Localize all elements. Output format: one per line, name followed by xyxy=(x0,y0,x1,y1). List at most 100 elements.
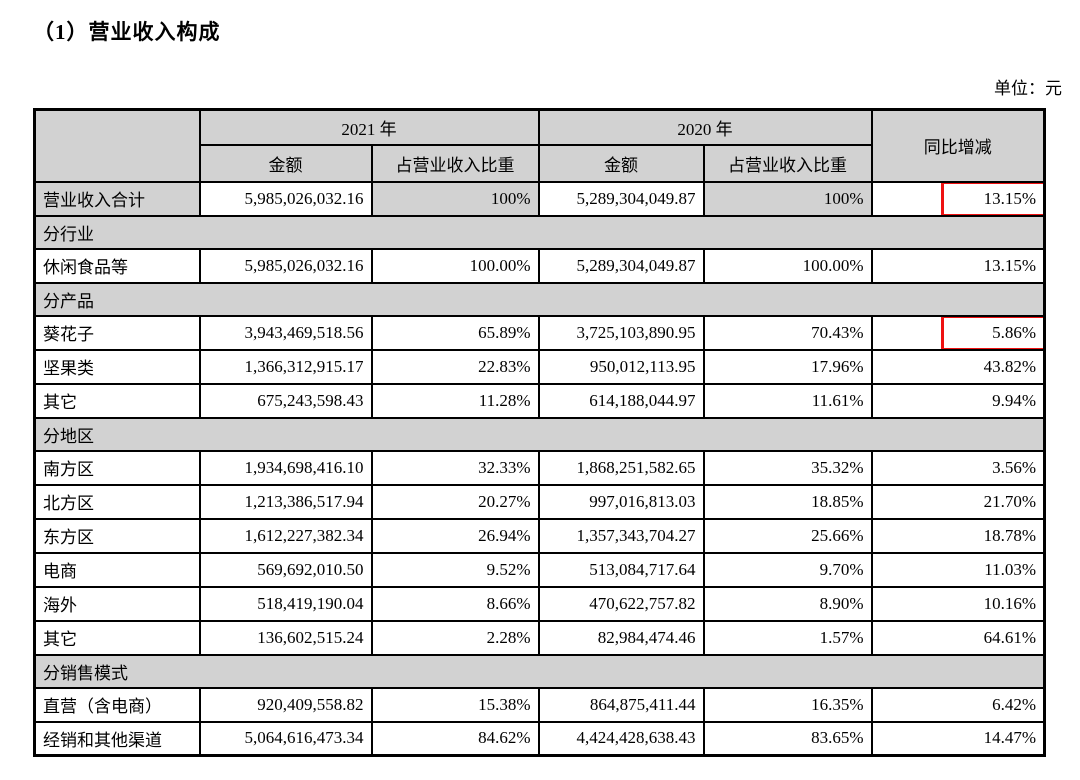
yoy-cell: 3.56% xyxy=(870,449,1046,486)
ratio-2021-cell: 15.38% xyxy=(370,686,540,723)
red-highlight-box xyxy=(941,317,1043,348)
row-label-cell: 葵花子 xyxy=(33,314,201,351)
row-label-cell: 东方区 xyxy=(33,517,201,554)
table-row: 北方区 1,213,386,517.94 20.27% 997,016,813.03 1… xyxy=(33,483,1046,520)
amount-2021-cell: 5,064,616,473.34 xyxy=(198,720,373,757)
row-label-cell: 电商 xyxy=(33,551,201,588)
amount-2021-cell: 569,692,010.50 xyxy=(198,551,373,588)
ratio-2021-cell: 84.62% xyxy=(370,720,540,757)
red-highlight-box xyxy=(941,183,1043,214)
col-header-amount-2021: 金额 xyxy=(198,143,373,183)
amount-2020-cell: 950,012,113.95 xyxy=(537,348,705,385)
yoy-cell: 13.15% xyxy=(870,180,1046,217)
amount-2021-cell: 675,243,598.43 xyxy=(198,382,373,419)
amount-2020-cell: 5,289,304,049.87 xyxy=(537,180,705,217)
section-label: 分产品 xyxy=(33,281,1046,317)
section-row: 分地区 xyxy=(33,416,1046,452)
ratio-2021-cell: 9.52% xyxy=(370,551,540,588)
table-row: 南方区 1,934,698,416.10 32.33% 1,868,251,582.6… xyxy=(33,449,1046,486)
table-row: 坚果类 1,366,312,915.17 22.83% 950,012,113.95 1… xyxy=(33,348,1046,385)
ratio-2020-cell: 100% xyxy=(702,180,873,217)
amount-2021-cell: 518,419,190.04 xyxy=(198,585,373,622)
ratio-2021-cell: 32.33% xyxy=(370,449,540,486)
row-label-cell: 直营（含电商） xyxy=(33,686,201,723)
page-title: （1）营业收入构成 xyxy=(33,20,221,44)
yoy-cell: 14.47% xyxy=(870,720,1046,757)
table-row: 其它 136,602,515.24 2.28% 82,984,474.46 1.57% 6… xyxy=(33,619,1046,656)
amount-2020-cell: 4,424,428,638.43 xyxy=(537,720,705,757)
yoy-cell: 18.78% xyxy=(870,517,1046,554)
amount-2020-cell: 864,875,411.44 xyxy=(537,686,705,723)
amount-2021-cell: 920,409,558.82 xyxy=(198,686,373,723)
table-row: 其它 675,243,598.43 11.28% 614,188,044.97 11.6… xyxy=(33,382,1046,419)
row-label-cell: 其它 xyxy=(33,619,201,656)
yoy-cell: 21.70% xyxy=(870,483,1046,520)
amount-2020-cell: 1,357,343,704.27 xyxy=(537,517,705,554)
ratio-2020-cell: 35.32% xyxy=(702,449,873,486)
ratio-2021-cell: 2.28% xyxy=(370,619,540,656)
section-row: 分行业 xyxy=(33,214,1046,250)
col-header-amount-2020: 金额 xyxy=(537,143,705,183)
row-label-cell: 休闲食品等 xyxy=(33,247,201,284)
yoy-cell: 5.86% xyxy=(870,314,1046,351)
ratio-2020-cell: 9.70% xyxy=(702,551,873,588)
amount-2021-cell: 136,602,515.24 xyxy=(198,619,373,656)
row-label-cell: 南方区 xyxy=(33,449,201,486)
ratio-2020-cell: 25.66% xyxy=(702,517,873,554)
amount-2021-cell: 5,985,026,032.16 xyxy=(198,180,373,217)
amount-2021-cell: 5,985,026,032.16 xyxy=(198,247,373,284)
table-row: 直营（含电商） 920,409,558.82 15.38% 864,875,411.4… xyxy=(33,686,1046,723)
yoy-cell: 9.94% xyxy=(870,382,1046,419)
section-row: 分产品 xyxy=(33,281,1046,317)
ratio-2021-cell: 11.28% xyxy=(370,382,540,419)
col-header-2021: 2021 年 xyxy=(198,108,540,146)
row-label-cell: 北方区 xyxy=(33,483,201,520)
ratio-2020-cell: 11.61% xyxy=(702,382,873,419)
unit-label: 单位：元 xyxy=(994,79,1062,98)
amount-2020-cell: 5,289,304,049.87 xyxy=(537,247,705,284)
ratio-2020-cell: 100.00% xyxy=(702,247,873,284)
ratio-2021-cell: 100% xyxy=(370,180,540,217)
col-header-ratio-2021: 占营业收入比重 xyxy=(370,143,540,183)
amount-2020-cell: 470,622,757.82 xyxy=(537,585,705,622)
yoy-cell: 10.16% xyxy=(870,585,1046,622)
col-header-yoy: 同比增减 xyxy=(870,108,1046,183)
ratio-2020-cell: 17.96% xyxy=(702,348,873,385)
amount-2020-cell: 513,084,717.64 xyxy=(537,551,705,588)
ratio-2020-cell: 8.90% xyxy=(702,585,873,622)
amount-2021-cell: 3,943,469,518.56 xyxy=(198,314,373,351)
amount-2021-cell: 1,213,386,517.94 xyxy=(198,483,373,520)
ratio-2021-cell: 8.66% xyxy=(370,585,540,622)
yoy-cell: 64.61% xyxy=(870,619,1046,656)
ratio-2020-cell: 70.43% xyxy=(702,314,873,351)
amount-2021-cell: 1,934,698,416.10 xyxy=(198,449,373,486)
yoy-cell: 11.03% xyxy=(870,551,1046,588)
table-row: 东方区 1,612,227,382.34 26.94% 1,357,343,704.2… xyxy=(33,517,1046,554)
table-row: 电商 569,692,010.50 9.52% 513,084,717.64 9.70%… xyxy=(33,551,1046,588)
ratio-2021-cell: 65.89% xyxy=(370,314,540,351)
amount-2020-cell: 3,725,103,890.95 xyxy=(537,314,705,351)
table-row: 葵花子 3,943,469,518.56 65.89% 3,725,103,890.9… xyxy=(33,314,1046,351)
table-row: 营业收入合计 5,985,026,032.16 100% 5,289,304,049.… xyxy=(33,180,1046,217)
section-label: 分销售模式 xyxy=(33,653,1046,689)
col-header-2020: 2020 年 xyxy=(537,108,873,146)
ratio-2020-cell: 18.85% xyxy=(702,483,873,520)
ratio-2021-cell: 26.94% xyxy=(370,517,540,554)
amount-2020-cell: 997,016,813.03 xyxy=(537,483,705,520)
table-row: 休闲食品等 5,985,026,032.16 100.00% 5,289,304,04… xyxy=(33,247,1046,284)
amount-2020-cell: 614,188,044.97 xyxy=(537,382,705,419)
table-row: 海外 518,419,190.04 8.66% 470,622,757.82 8.90%… xyxy=(33,585,1046,622)
row-label-cell: 营业收入合计 xyxy=(33,180,201,217)
ratio-2021-cell: 22.83% xyxy=(370,348,540,385)
amount-2021-cell: 1,366,312,915.17 xyxy=(198,348,373,385)
yoy-cell: 6.42% xyxy=(870,686,1046,723)
ratio-2020-cell: 83.65% xyxy=(702,720,873,757)
ratio-2020-cell: 16.35% xyxy=(702,686,873,723)
table-row: 经销和其他渠道 5,064,616,473.34 84.62% 4,424,428,6… xyxy=(33,720,1046,757)
row-label-cell: 坚果类 xyxy=(33,348,201,385)
ratio-2021-cell: 100.00% xyxy=(370,247,540,284)
row-label-cell: 海外 xyxy=(33,585,201,622)
amount-2020-cell: 1,868,251,582.65 xyxy=(537,449,705,486)
amount-2021-cell: 1,612,227,382.34 xyxy=(198,517,373,554)
corner-cell xyxy=(33,108,201,183)
